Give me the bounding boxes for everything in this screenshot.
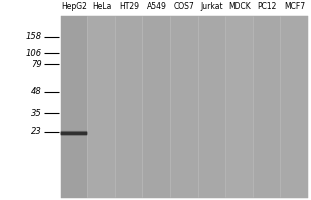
Bar [61,16,308,198]
Text: PC12: PC12 [257,2,277,11]
Text: 158: 158 [26,32,42,41]
FancyBboxPatch shape [61,131,87,134]
Bar [281,16,308,198]
Text: HT29: HT29 [119,2,139,11]
Bar [61,16,87,198]
FancyBboxPatch shape [61,132,87,135]
Text: MDCK: MDCK [228,2,251,11]
Text: 106: 106 [26,49,42,58]
Bar [254,16,280,198]
Bar [226,16,253,198]
Text: HepG2: HepG2 [61,2,87,11]
Text: 35: 35 [31,109,42,118]
Text: 23: 23 [31,127,42,136]
Text: Jurkat: Jurkat [201,2,223,11]
Text: HeLa: HeLa [92,2,111,11]
Bar [143,16,170,198]
Text: 79: 79 [31,60,42,69]
Text: COS7: COS7 [174,2,195,11]
Text: 48: 48 [31,87,42,96]
Bar [171,16,197,198]
FancyBboxPatch shape [61,132,87,136]
Bar [198,16,225,198]
Bar [116,16,142,198]
Bar [88,16,115,198]
Text: MCF7: MCF7 [284,2,305,11]
Text: A549: A549 [147,2,167,11]
